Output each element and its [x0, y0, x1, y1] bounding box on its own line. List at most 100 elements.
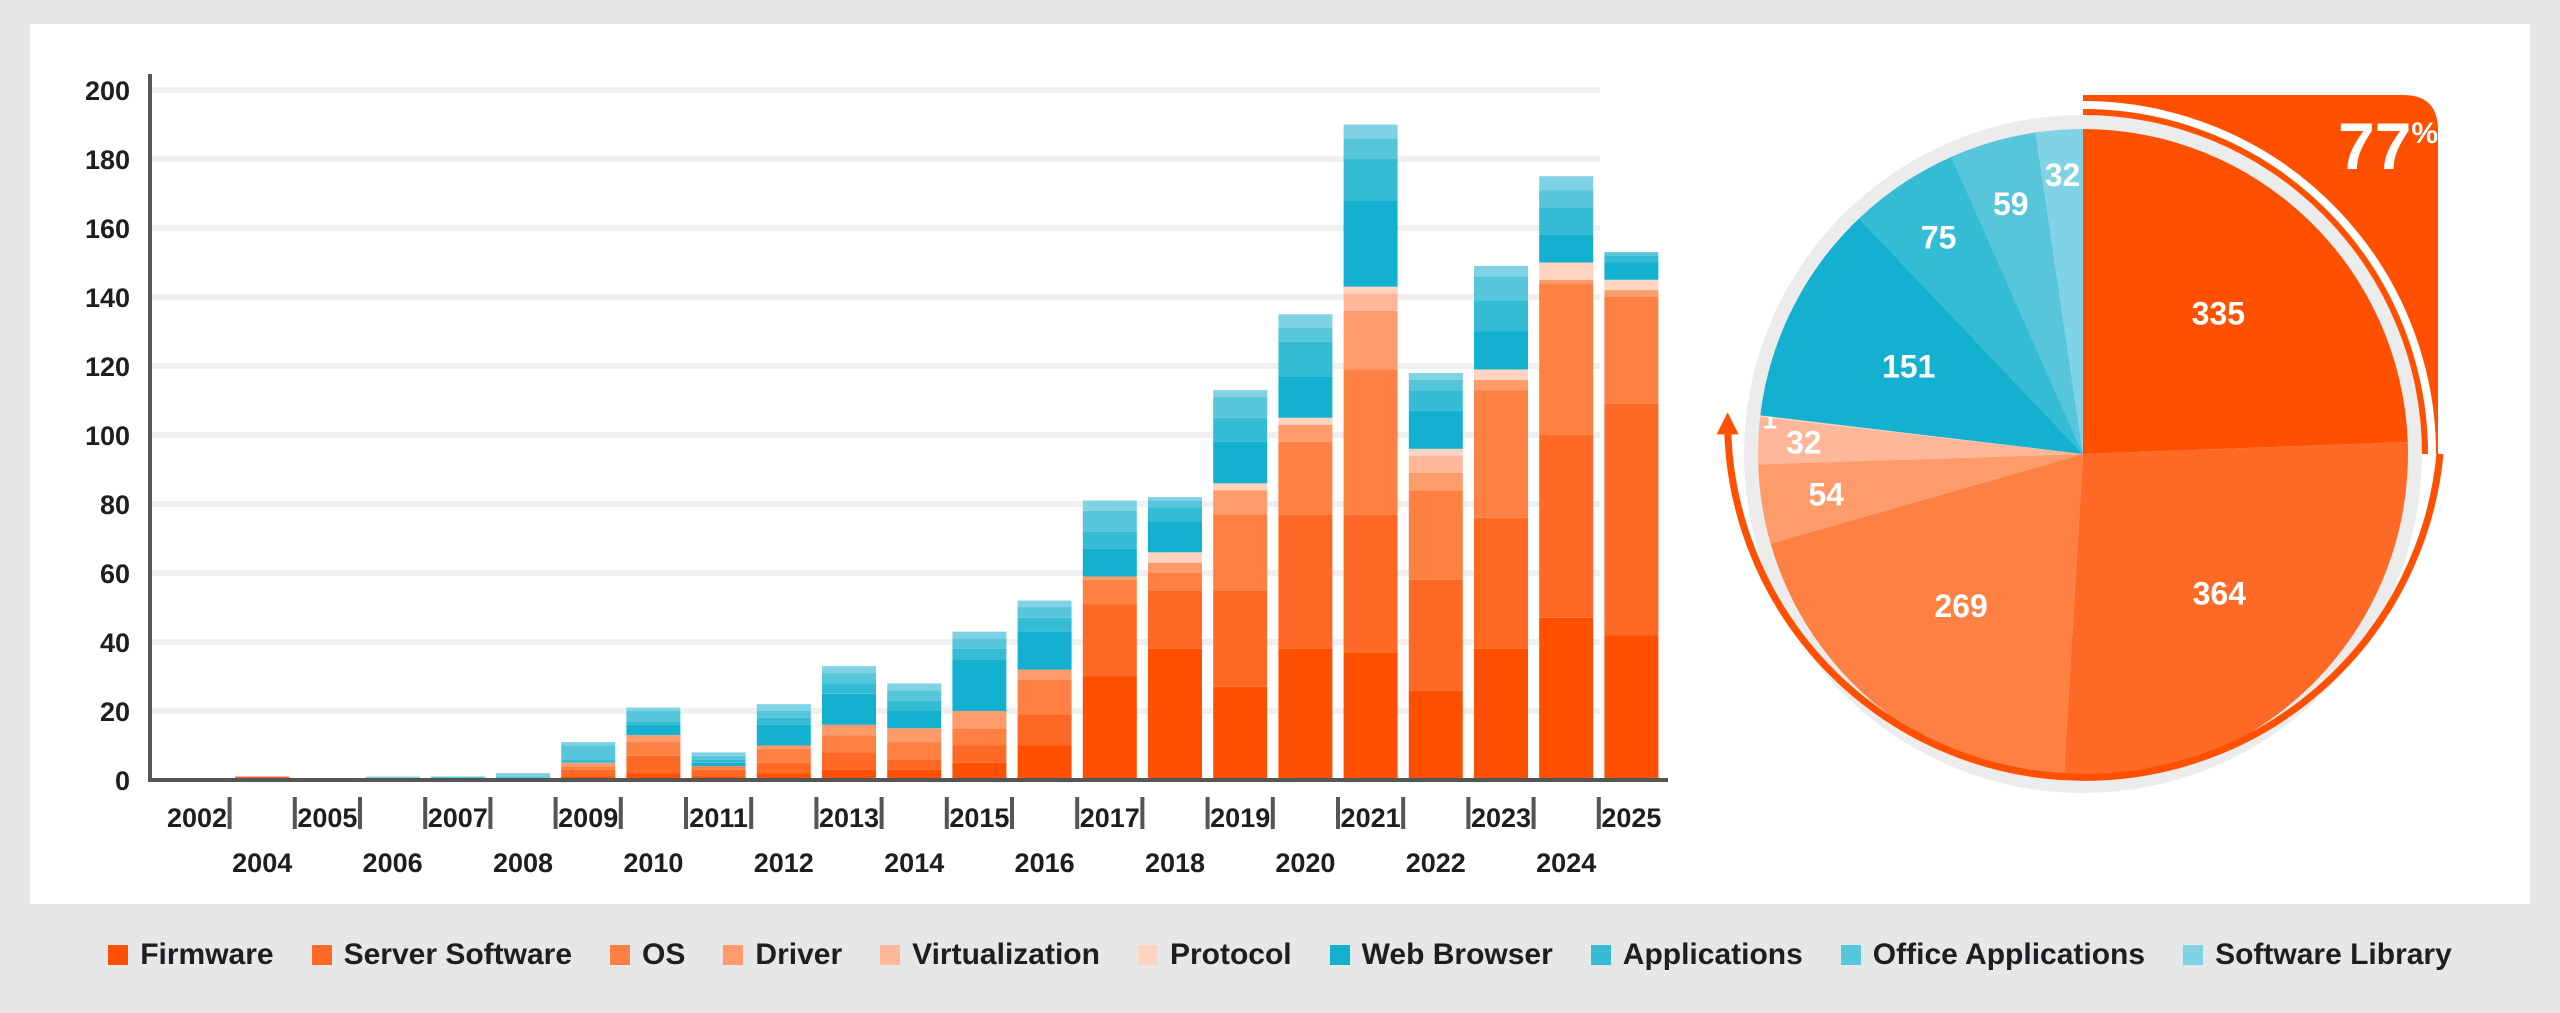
- bar-segment: [756, 762, 811, 774]
- y-tick-label: 40: [100, 628, 130, 658]
- share-arc-inner: [1730, 101, 2436, 807]
- legend-item: Server Software: [311, 938, 573, 972]
- bar-segment: [952, 638, 1007, 649]
- bar-segment: [1604, 255, 1659, 263]
- y-tick-label: 120: [85, 352, 130, 382]
- bar-segment: [626, 711, 681, 722]
- bar-segment: [1343, 369, 1398, 515]
- bar-segment: [496, 773, 550, 777]
- bar-segment: [561, 759, 616, 763]
- bar-segment: [887, 690, 942, 701]
- bar-segment: [1474, 379, 1528, 391]
- bar-segment: [952, 728, 1007, 746]
- bar-segment: [626, 742, 681, 756]
- legend-label: Web Browser: [1361, 938, 1553, 971]
- y-tick-label: 180: [85, 145, 130, 175]
- x-tick-label: 2016: [1015, 848, 1075, 878]
- x-tick-label: 2007: [428, 803, 488, 833]
- x-tick-label: 2022: [1406, 848, 1466, 878]
- bar-segment: [887, 769, 942, 780]
- bar-segment: [1604, 297, 1659, 404]
- bar-segment: [756, 704, 811, 711]
- legend-item: Firmware: [108, 938, 274, 972]
- bar-segment: [822, 752, 876, 770]
- bar-segment: [1408, 410, 1463, 449]
- bar-segment: [756, 711, 811, 718]
- bar-segment: [1474, 390, 1528, 518]
- x-tick-label: 2005: [297, 803, 357, 833]
- x-tick-label: 2010: [623, 848, 683, 878]
- bar-segment: [1017, 631, 1072, 670]
- legend-item: Virtualization: [880, 938, 1100, 972]
- bar-segment: [1343, 159, 1398, 201]
- legend-label: Software Library: [2215, 938, 2452, 971]
- pie-value-label: 364: [2193, 575, 2247, 611]
- legend-swatch: [880, 945, 901, 965]
- x-tick-label: 2021: [1341, 803, 1401, 833]
- legend-label: Firmware: [140, 938, 274, 971]
- bar-segment: [1148, 521, 1202, 553]
- bar-segment: [822, 683, 876, 694]
- bar-segment: [691, 752, 746, 756]
- x-tick-label: 2024: [1536, 848, 1596, 878]
- legend-swatch: [610, 945, 631, 965]
- x-tick-label: 2008: [493, 848, 553, 878]
- bar-segment: [1213, 514, 1268, 591]
- x-tick-label: 2012: [754, 848, 814, 878]
- bar-segment: [1017, 669, 1072, 680]
- legend-label: OS: [642, 938, 686, 971]
- legend: Firmware Server Software OS Driver Virtualiz…: [0, 925, 2560, 985]
- bar-segment: [887, 700, 942, 711]
- bar-segment: [1539, 190, 1594, 208]
- arrow-head-top: [2065, 94, 2083, 116]
- bar-segment: [626, 721, 681, 725]
- bar-segment: [1148, 590, 1202, 649]
- bar-segment: [691, 766, 746, 770]
- bar-segment: [1539, 435, 1594, 618]
- bar-segment: [1082, 676, 1137, 780]
- legend-label: Virtualization: [912, 938, 1100, 971]
- legend-label: Driver: [755, 938, 843, 971]
- legend-item: Office Applications: [1840, 938, 2145, 972]
- pie-slice: [1951, 132, 2083, 455]
- bar-segment: [952, 745, 1007, 763]
- bar-segment: [887, 742, 942, 760]
- bar-segment: [561, 745, 616, 760]
- bar-segment: [626, 707, 681, 711]
- bar-segment: [1278, 514, 1333, 649]
- bar-segment: [1604, 403, 1659, 636]
- bar-segment: [887, 728, 942, 743]
- bar-segment: [1278, 648, 1333, 780]
- bar-segment: [1408, 579, 1463, 691]
- chart-canvas: 0204060801001201401601802002002200420052…: [85, 74, 2444, 878]
- bar-segment: [1408, 690, 1463, 780]
- bar-segment: [626, 724, 681, 736]
- bar-segment: [952, 659, 1007, 711]
- legend-swatch: [723, 945, 744, 965]
- y-tick-label: 200: [85, 76, 130, 106]
- legend-swatch: [108, 945, 129, 965]
- bar-segment: [952, 711, 1007, 729]
- bar-segment: [1343, 286, 1398, 294]
- bar-segment: [1343, 310, 1398, 370]
- legend-label: Server Software: [343, 938, 573, 971]
- x-tick-label: 2023: [1471, 803, 1531, 833]
- bar-segment: [1148, 507, 1202, 522]
- legend-item: Web Browser: [1329, 938, 1553, 972]
- bar-segment: [1017, 714, 1072, 746]
- bar-segment: [1082, 548, 1137, 577]
- bar-segment: [1278, 341, 1333, 377]
- bar-segment: [1539, 279, 1594, 284]
- arrow-head-left: [1716, 412, 1739, 435]
- x-tick-label: 2011: [689, 803, 748, 833]
- bar-segment: [952, 762, 1007, 780]
- pie-slice: [2063, 442, 2408, 779]
- bar-segment: [626, 735, 681, 743]
- x-tick-label: 2013: [819, 803, 879, 833]
- pie-percent-value: 77: [2338, 109, 2411, 183]
- x-tick-label: 2018: [1145, 848, 1205, 878]
- bar-segment: [822, 769, 876, 780]
- bar-segment: [1213, 390, 1268, 398]
- bar-segment: [756, 717, 811, 725]
- bar-segment: [756, 748, 811, 763]
